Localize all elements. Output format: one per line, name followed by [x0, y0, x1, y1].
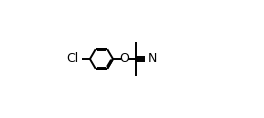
Text: N: N	[148, 53, 158, 65]
Text: O: O	[120, 53, 129, 65]
Text: Cl: Cl	[67, 53, 79, 65]
